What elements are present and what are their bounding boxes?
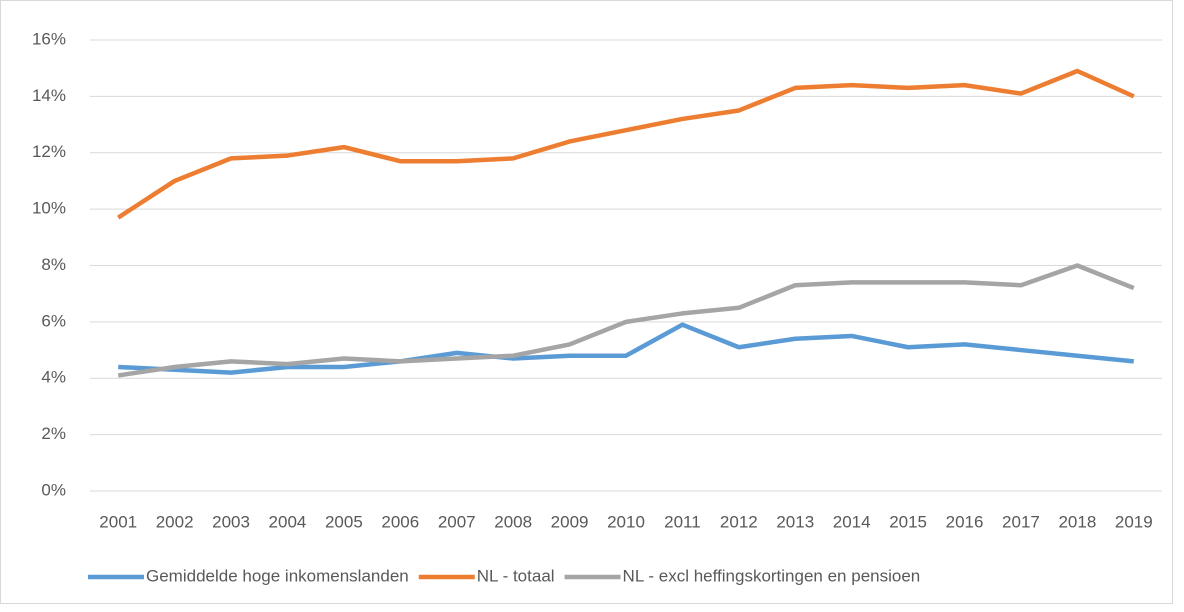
- series-line: [117, 263, 1135, 378]
- chart-border: [0, 0, 1173, 604]
- x-tick-label: 2010: [607, 512, 645, 531]
- legend-label: NL - excl heffingskortingen en pensioen: [623, 566, 921, 585]
- y-tick-label: 12%: [32, 142, 66, 161]
- y-tick-label: 10%: [32, 199, 66, 218]
- legend-label: NL - totaal: [477, 566, 555, 585]
- y-tick-label: 16%: [32, 29, 66, 48]
- x-tick-label: 2017: [1002, 512, 1040, 531]
- y-tick-label: 4%: [41, 368, 66, 387]
- x-tick-label: 2016: [946, 512, 984, 531]
- y-tick-label: 2%: [41, 424, 66, 443]
- y-tick-label: 6%: [41, 311, 66, 330]
- x-tick-label: 2019: [1115, 512, 1153, 531]
- series-line: [116, 68, 1135, 220]
- series-line: [118, 322, 1135, 375]
- x-tick-label: 2003: [212, 512, 250, 531]
- x-tick-label: 2001: [99, 512, 137, 531]
- y-tick-label: 14%: [32, 86, 66, 105]
- x-tick-label: 2014: [833, 512, 871, 531]
- x-tick-label: 2005: [325, 512, 363, 531]
- x-tick-label: 2007: [438, 512, 476, 531]
- y-tick-label: 0%: [41, 480, 66, 499]
- y-tick-label: 8%: [41, 255, 66, 274]
- x-tick-label: 2015: [889, 512, 927, 531]
- x-tick-label: 2009: [551, 512, 589, 531]
- x-tick-label: 2018: [1058, 512, 1096, 531]
- x-tick-label: 2013: [776, 512, 814, 531]
- x-tick-label: 2008: [494, 512, 532, 531]
- x-tick-label: 2012: [720, 512, 758, 531]
- x-tick-label: 2006: [381, 512, 419, 531]
- x-tick-label: 2004: [269, 512, 307, 531]
- x-tick-label: 2002: [156, 512, 194, 531]
- x-tick-label: 2011: [664, 512, 701, 531]
- legend-label: Gemiddelde hoge inkomenslanden: [146, 566, 409, 585]
